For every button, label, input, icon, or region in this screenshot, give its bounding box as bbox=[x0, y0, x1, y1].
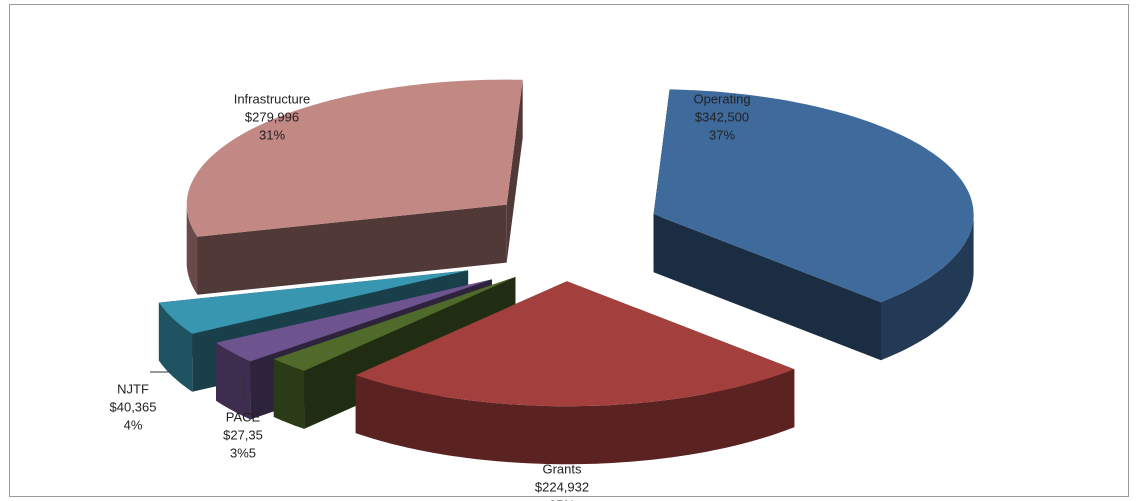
label-name: PACE bbox=[226, 409, 261, 424]
label-name: Infrastructure bbox=[234, 91, 311, 106]
label-name: Operating bbox=[693, 91, 750, 106]
label-name: Grants bbox=[542, 461, 582, 476]
label-percent: 3%5 bbox=[230, 445, 256, 460]
slice bbox=[355, 281, 795, 407]
label-percent: 37% bbox=[709, 127, 735, 142]
slice-wall bbox=[653, 214, 881, 361]
label-percent: 4% bbox=[124, 417, 143, 432]
slice bbox=[216, 279, 492, 362]
slice-side bbox=[355, 369, 795, 465]
slice-side bbox=[186, 204, 198, 295]
label-name: NJTF bbox=[117, 381, 149, 396]
slice-side bbox=[158, 302, 193, 392]
slice-wall bbox=[506, 79, 523, 263]
label-percent: 31% bbox=[259, 127, 285, 142]
slice-wall bbox=[197, 204, 507, 295]
label-value: $342,500 bbox=[695, 109, 749, 124]
slice-side bbox=[216, 342, 251, 420]
slice-side bbox=[273, 359, 305, 429]
slice bbox=[186, 79, 523, 237]
slice bbox=[653, 89, 974, 303]
label-value: $279,996 bbox=[245, 109, 299, 124]
slice bbox=[158, 270, 469, 334]
slice-wall bbox=[158, 270, 469, 361]
label-percent: 25% bbox=[549, 497, 575, 501]
label-value: $27,35 bbox=[223, 427, 263, 442]
slice bbox=[273, 277, 516, 371]
label-value: $224,932 bbox=[535, 479, 589, 494]
slice-side bbox=[881, 214, 974, 361]
slice-wall bbox=[273, 277, 516, 417]
label-value: $40,365 bbox=[110, 399, 157, 414]
